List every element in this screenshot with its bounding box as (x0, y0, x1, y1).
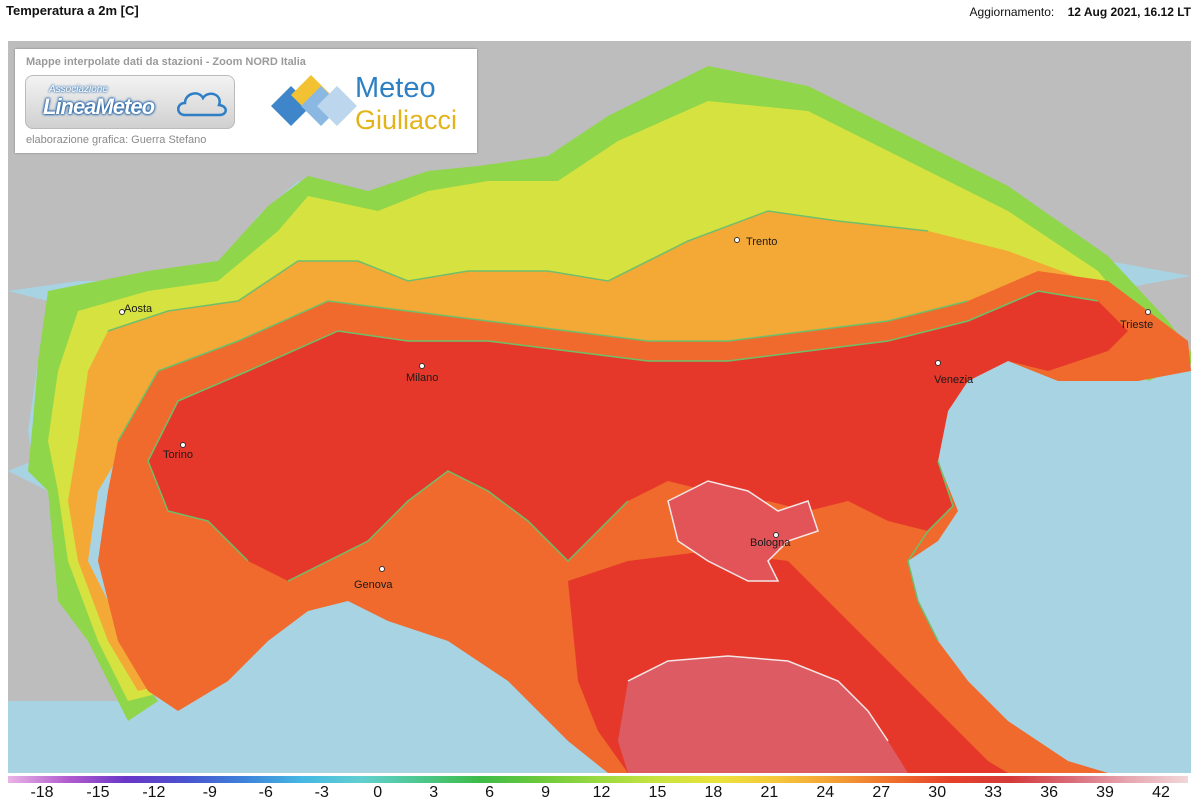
colorbar (8, 776, 1188, 783)
meteo-giuliacci-logo-icon (271, 75, 357, 126)
temperature-band-above-36 (618, 656, 908, 773)
city-label-torino: Torino (163, 449, 193, 461)
isolines (107, 210, 1099, 642)
colorbar-tick-label: 12 (592, 784, 611, 801)
credit-text: elaborazione grafica: Guerra Stefano (26, 134, 207, 146)
colorbar-tick-label: 36 (1040, 784, 1058, 801)
colorbar-tick-label: -18 (30, 784, 54, 801)
colorbar-tick-label: -15 (86, 784, 110, 801)
colorbar-tick-label: 39 (1096, 784, 1114, 801)
colorbar-tick-label: -12 (142, 784, 166, 801)
meteo-wordmark: Meteo (355, 72, 436, 104)
colorbar-tick-label: -6 (258, 784, 273, 801)
colorbar-tick-label: 24 (816, 784, 835, 801)
map-canvas (8, 41, 1191, 773)
city-label-trieste: Trieste (1120, 319, 1154, 331)
temperature-map: Aosta Torino Milano Trento Venezia Tries… (8, 41, 1191, 773)
hot-isolines (627, 480, 889, 742)
colorbar-tick-label: 18 (704, 784, 723, 801)
colorbar-gradient (8, 776, 1188, 783)
colorbar-tick-label: 27 (872, 784, 891, 801)
colorbar-tick-label: 30 (928, 784, 947, 801)
map-title: Temperatura a 2m [C] (6, 3, 139, 18)
colorbar-tick-label: 21 (760, 784, 779, 801)
city-label-genova: Genova (354, 579, 393, 591)
update-value: 12 Aug 2021, 16.12 LT (1067, 5, 1191, 19)
temperature-band-32-36 (148, 291, 1128, 581)
city-label-aosta: Aosta (124, 303, 153, 315)
colorbar-tick-label: 6 (485, 784, 495, 801)
lineameteo-wordmark: LineaMeteo (43, 94, 155, 119)
city-markers (119, 237, 1151, 572)
colorbar-tick-label: 0 (373, 784, 383, 801)
city-label-trento: Trento (746, 236, 778, 248)
colorbar-tick-label: 3 (429, 784, 439, 801)
outside-land-west (8, 291, 48, 471)
colorbar-tick-label: 33 (984, 784, 1003, 801)
lineameteo-logo: Associazione LineaMeteo (25, 75, 235, 129)
colorbar-tick-label: -9 (202, 784, 217, 801)
update-label: Aggiornamento: (969, 5, 1055, 19)
logo-box: Mappe interpolate dati da stazioni - Zoo… (15, 49, 477, 153)
temperature-band-above-36-bologna (668, 481, 818, 581)
colorbar-tick-label: 9 (541, 784, 550, 801)
cloud-icon (177, 92, 227, 117)
city-label-venezia: Venezia (934, 374, 974, 386)
colorbar-tick-label: 15 (648, 784, 667, 801)
city-label-milano: Milano (406, 372, 439, 384)
city-label-bologna: Bologna (750, 537, 791, 549)
association-label: Associazione (49, 84, 108, 95)
map-caption: Mappe interpolate dati da stazioni - Zoo… (26, 56, 306, 68)
update-timestamp: Aggiornamento: 12 Aug 2021, 16.12 LT (970, 5, 1191, 19)
colorbar-tick-label: -3 (314, 784, 329, 801)
giuliacci-wordmark: Giuliacci (355, 105, 458, 135)
colorbar-tick-label: 42 (1152, 784, 1170, 801)
